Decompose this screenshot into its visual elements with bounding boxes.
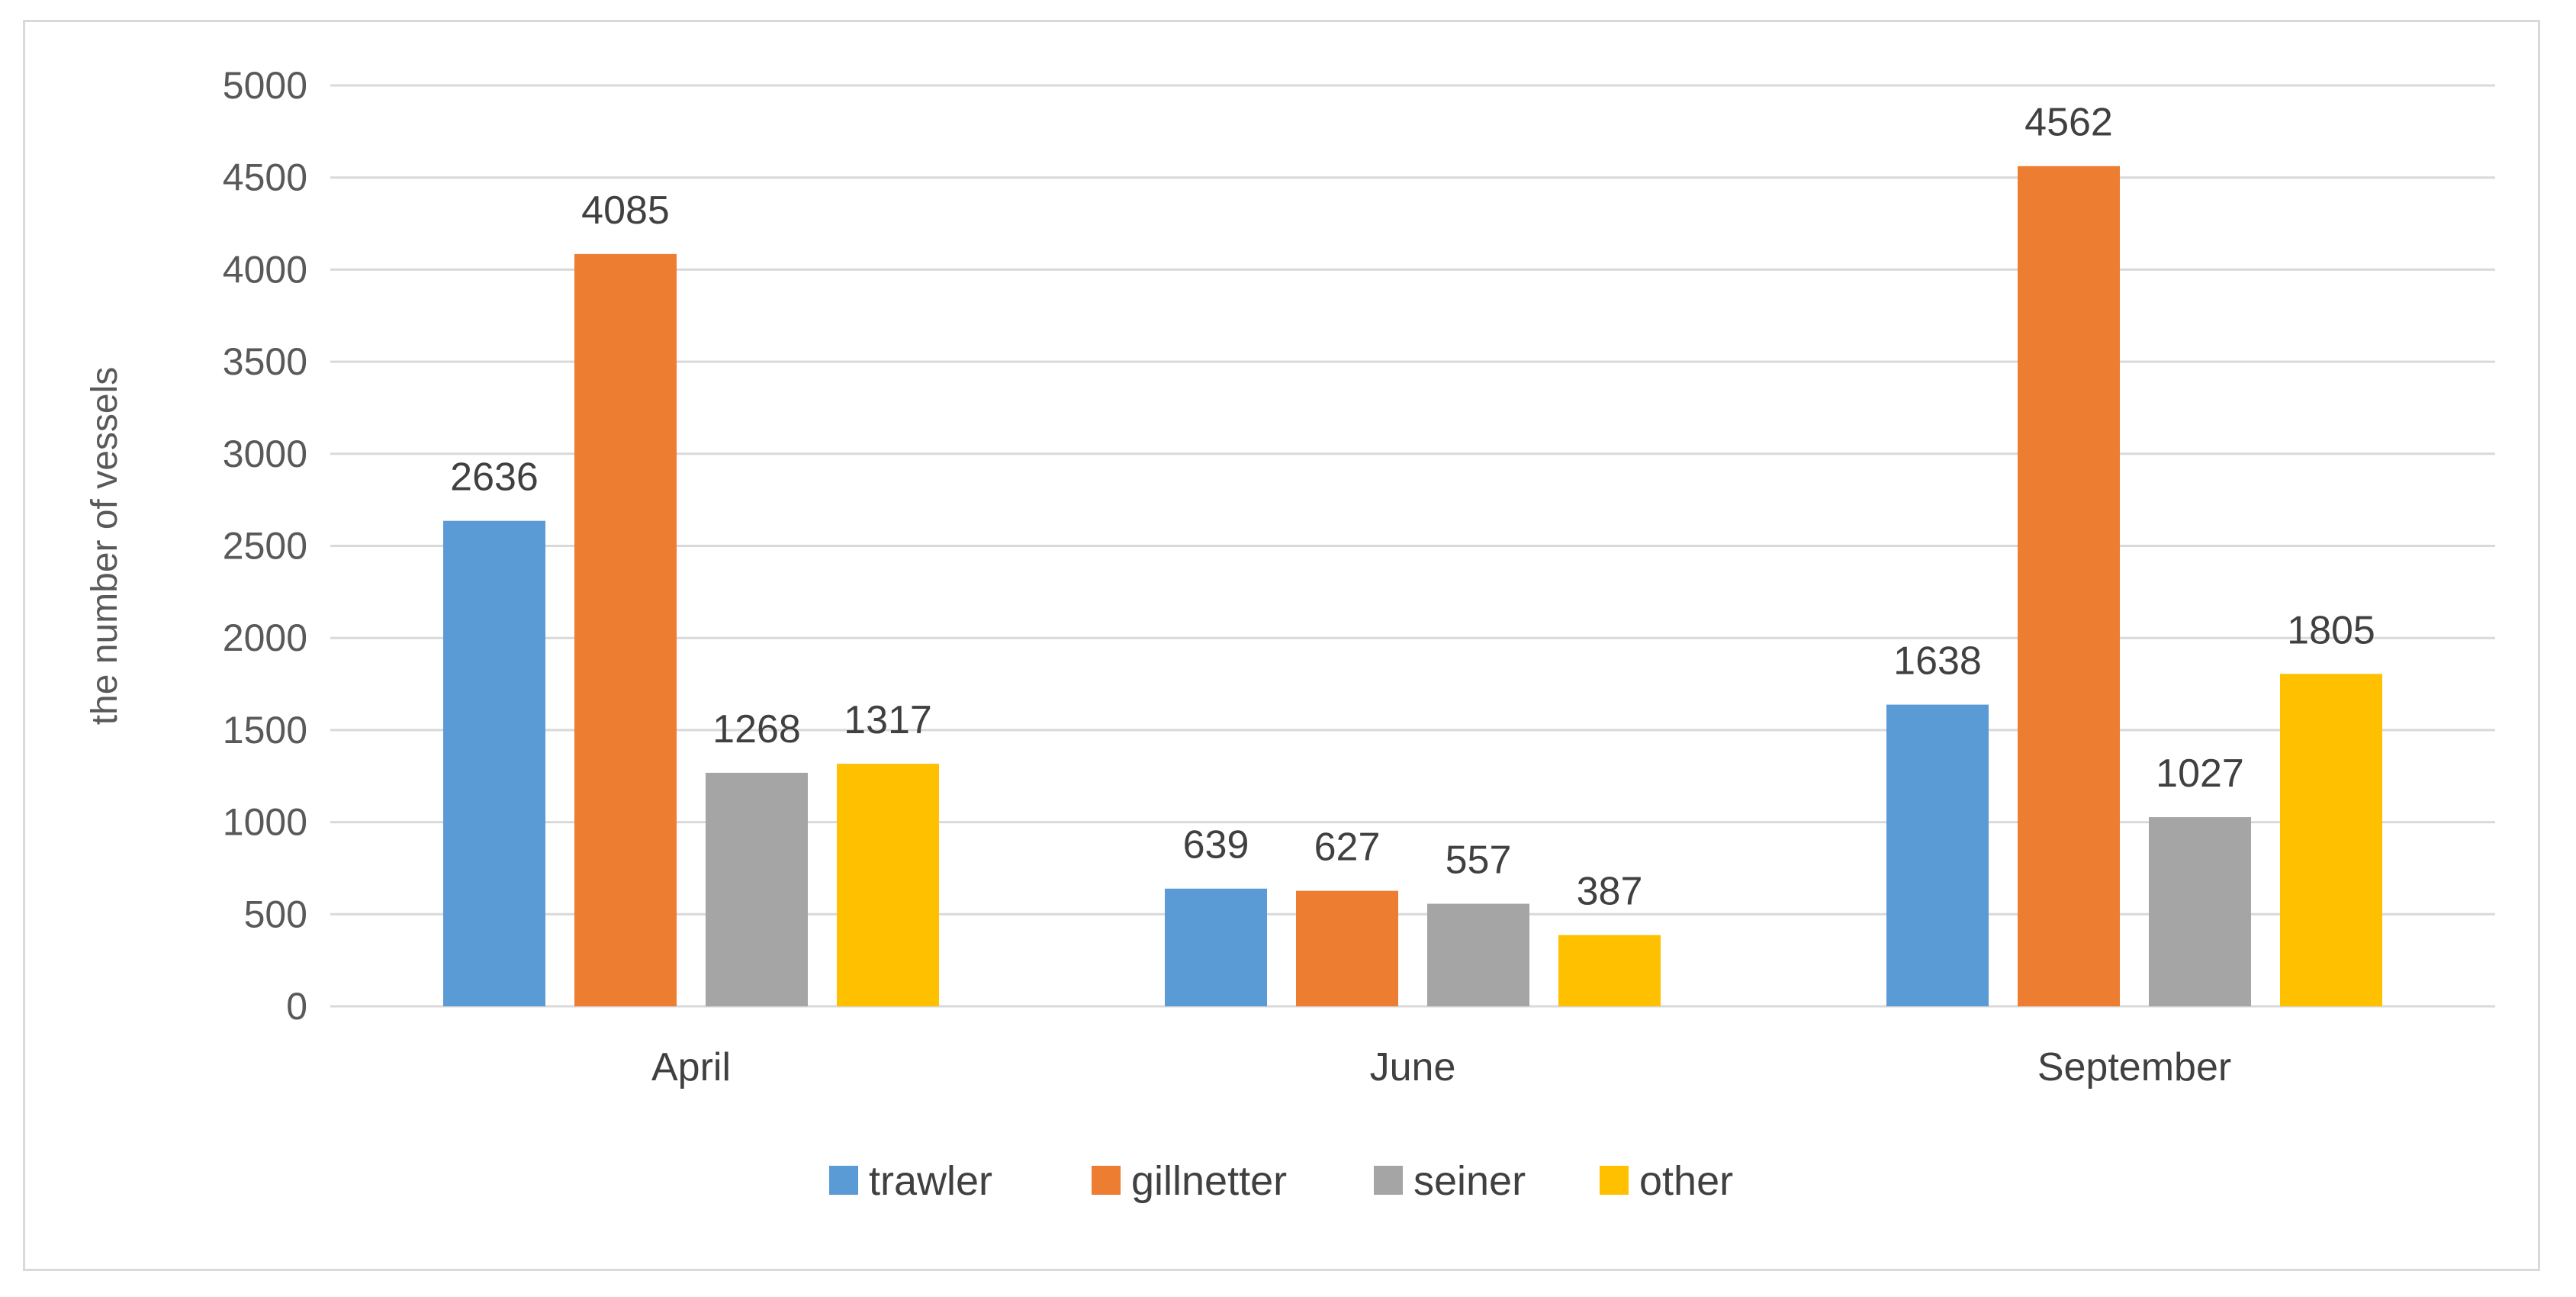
legend-swatch-gillnetter: [1092, 1166, 1121, 1195]
legend-swatch-other: [1600, 1166, 1629, 1195]
x-category-label: April: [651, 1045, 731, 1089]
x-axis-categories: April June September: [651, 1045, 2231, 1089]
bar-seiner-september: [2149, 817, 2251, 1006]
legend-label-other: other: [1639, 1158, 1733, 1204]
chart-frame: 0 500 1000 1500 2000 2500 3000 3500 4000 4500 5000…: [23, 20, 2540, 1271]
y-tick-label: 1000: [223, 801, 307, 844]
y-tick-label: 4000: [223, 248, 307, 291]
bar-trawler-june: [1165, 888, 1267, 1006]
bar-gillnetter-september: [2018, 166, 2120, 1007]
data-label: 557: [1446, 838, 1512, 883]
y-tick-label: 3000: [223, 433, 307, 475]
data-label: 639: [1183, 823, 1249, 867]
y-tick-label: 4500: [223, 156, 307, 199]
bar-other-april: [837, 764, 939, 1006]
bar-gillnetter-april: [574, 253, 677, 1007]
y-tick-label: 0: [286, 985, 307, 1028]
y-tick-label: 3500: [223, 340, 307, 383]
legend-swatch-seiner: [1374, 1166, 1403, 1195]
bar-other-june: [1558, 935, 1661, 1006]
y-axis-title: the number of vessels: [85, 367, 125, 726]
y-tick-label: 1500: [223, 709, 307, 751]
legend-label-trawler: trawler: [869, 1158, 992, 1204]
bar-chart: 0 500 1000 1500 2000 2500 3000 3500 4000 4500 5000…: [85, 64, 2495, 1204]
y-tick-label: 500: [244, 893, 307, 935]
data-label: 1805: [2287, 608, 2375, 652]
bar-trawler-april: [443, 520, 545, 1006]
bar-other-september: [2280, 674, 2382, 1006]
data-label: 1638: [1893, 639, 1982, 684]
legend-label-gillnetter: gillnetter: [1131, 1158, 1287, 1204]
gridlines: [330, 84, 2495, 1008]
data-label: 4085: [581, 188, 670, 233]
legend: trawler gillnetter seiner other: [829, 1158, 1733, 1204]
x-category-label: June: [1370, 1045, 1456, 1089]
legend-swatch-trawler: [829, 1166, 858, 1195]
data-label: 1317: [844, 698, 932, 742]
data-label: 4562: [2024, 101, 2113, 145]
legend-label-seiner: seiner: [1413, 1158, 1526, 1204]
data-label: 2636: [450, 455, 539, 500]
data-label: 387: [1577, 870, 1643, 914]
x-category-label: September: [2037, 1045, 2231, 1089]
data-labels: 2636 4085 1268 1317 639 627 557 387 1638 4562 1027…: [450, 101, 2375, 914]
y-tick-label: 2000: [223, 616, 307, 659]
y-tick-label: 5000: [223, 64, 307, 107]
y-axis-ticks: 0 500 1000 1500 2000 2500 3000 3500 4000 4500 5000: [223, 64, 307, 1028]
bar-seiner-june: [1427, 903, 1529, 1006]
bars: [443, 166, 2382, 1007]
data-label: 627: [1314, 826, 1381, 870]
bar-trawler-september: [1886, 704, 1989, 1006]
bar-gillnetter-june: [1296, 890, 1398, 1006]
data-label: 1027: [2156, 751, 2244, 796]
bar-seiner-april: [706, 772, 808, 1006]
data-label: 1268: [712, 707, 801, 751]
y-tick-label: 2500: [223, 525, 307, 568]
